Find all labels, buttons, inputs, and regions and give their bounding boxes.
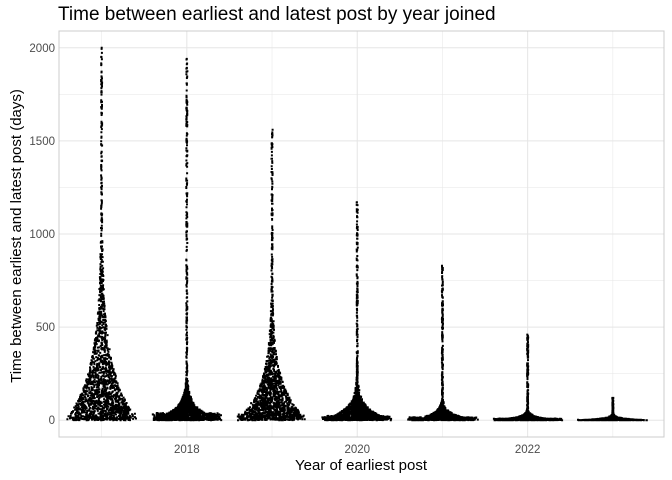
swarm-points-2018: [151, 57, 223, 422]
x-tick-label: 2020: [344, 444, 370, 456]
x-axis-tick-labels: 2018 2020 2022: [174, 444, 540, 456]
x-axis-title: Year of earliest post: [295, 457, 428, 474]
panel-border: [58, 30, 665, 438]
y-tick-label: 2000: [29, 43, 55, 55]
grid-lines: [59, 31, 664, 437]
swarm-points-2017: [66, 46, 137, 422]
swarm-points-2022: [492, 333, 564, 422]
swarm-points-2021: [407, 264, 479, 422]
y-tick-label: 1500: [29, 136, 55, 148]
swarm-points-2020: [321, 201, 393, 422]
data-points: [66, 46, 648, 422]
chart-title: Time between earliest and latest post by…: [58, 4, 496, 25]
y-axis-title: Time between earliest and latest post (d…: [8, 89, 25, 383]
y-tick-label: 0: [49, 415, 55, 427]
y-tick-label: 500: [36, 322, 55, 334]
y-axis-tick-labels: 0 500 1000 1500 2000: [29, 43, 55, 427]
y-tick-label: 1000: [29, 229, 55, 241]
swarm-points-2019: [236, 128, 306, 422]
swarm-points-2023: [577, 396, 648, 422]
x-tick-label: 2018: [174, 444, 200, 456]
x-tick-label: 2022: [515, 444, 541, 456]
